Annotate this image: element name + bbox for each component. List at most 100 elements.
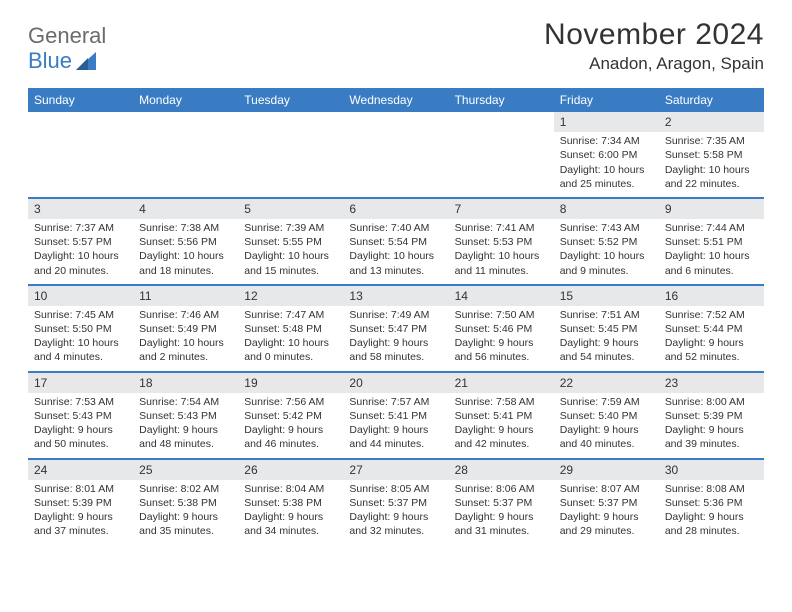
sunset-text: Sunset: 5:47 PM	[349, 322, 442, 336]
calendar-cell: 29Sunrise: 8:07 AMSunset: 5:37 PMDayligh…	[554, 460, 659, 545]
sunset-text: Sunset: 5:54 PM	[349, 235, 442, 249]
daylight-text: Daylight: 9 hours and 58 minutes.	[349, 336, 442, 364]
sunset-text: Sunset: 5:41 PM	[455, 409, 548, 423]
page-title: November 2024	[544, 18, 764, 52]
sunrise-text: Sunrise: 7:37 AM	[34, 221, 127, 235]
sunset-text: Sunset: 5:56 PM	[139, 235, 232, 249]
calendar-cell: 28Sunrise: 8:06 AMSunset: 5:37 PMDayligh…	[449, 460, 554, 545]
sunset-text: Sunset: 5:41 PM	[349, 409, 442, 423]
title-block: November 2024 Anadon, Aragon, Spain	[544, 18, 764, 74]
sunset-text: Sunset: 5:39 PM	[34, 496, 127, 510]
dayhead-tue: Tuesday	[238, 88, 343, 112]
daylight-text: Daylight: 9 hours and 35 minutes.	[139, 510, 232, 538]
calendar-cell: 8Sunrise: 7:43 AMSunset: 5:52 PMDaylight…	[554, 199, 659, 284]
sunset-text: Sunset: 5:38 PM	[139, 496, 232, 510]
day-data: Sunrise: 7:37 AMSunset: 5:57 PMDaylight:…	[28, 219, 133, 284]
day-number	[343, 112, 448, 132]
calendar-cell: 15Sunrise: 7:51 AMSunset: 5:45 PMDayligh…	[554, 286, 659, 371]
sunrise-text: Sunrise: 7:38 AM	[139, 221, 232, 235]
calendar-cell: 20Sunrise: 7:57 AMSunset: 5:41 PMDayligh…	[343, 373, 448, 458]
calendar-cell: 19Sunrise: 7:56 AMSunset: 5:42 PMDayligh…	[238, 373, 343, 458]
daylight-text: Daylight: 10 hours and 13 minutes.	[349, 249, 442, 277]
sunrise-text: Sunrise: 7:43 AM	[560, 221, 653, 235]
calendar-cell: 7Sunrise: 7:41 AMSunset: 5:53 PMDaylight…	[449, 199, 554, 284]
daylight-text: Daylight: 10 hours and 6 minutes.	[665, 249, 758, 277]
day-data: Sunrise: 7:44 AMSunset: 5:51 PMDaylight:…	[659, 219, 764, 284]
sunrise-text: Sunrise: 8:08 AM	[665, 482, 758, 496]
calendar-week: 1Sunrise: 7:34 AMSunset: 6:00 PMDaylight…	[28, 112, 764, 197]
day-data: Sunrise: 8:06 AMSunset: 5:37 PMDaylight:…	[449, 480, 554, 545]
day-number: 26	[238, 460, 343, 480]
sunrise-text: Sunrise: 7:41 AM	[455, 221, 548, 235]
day-data: Sunrise: 7:50 AMSunset: 5:46 PMDaylight:…	[449, 306, 554, 371]
logo-text-bottom: Blue	[28, 49, 72, 72]
daylight-text: Daylight: 9 hours and 46 minutes.	[244, 423, 337, 451]
calendar-cell: 10Sunrise: 7:45 AMSunset: 5:50 PMDayligh…	[28, 286, 133, 371]
daylight-text: Daylight: 10 hours and 4 minutes.	[34, 336, 127, 364]
day-data: Sunrise: 7:46 AMSunset: 5:49 PMDaylight:…	[133, 306, 238, 371]
calendar-cell: 1Sunrise: 7:34 AMSunset: 6:00 PMDaylight…	[554, 112, 659, 197]
calendar-cell: 30Sunrise: 8:08 AMSunset: 5:36 PMDayligh…	[659, 460, 764, 545]
sunrise-text: Sunrise: 8:02 AM	[139, 482, 232, 496]
day-number	[238, 112, 343, 132]
sunrise-text: Sunrise: 7:34 AM	[560, 134, 653, 148]
daylight-text: Daylight: 9 hours and 28 minutes.	[665, 510, 758, 538]
calendar-cell	[28, 112, 133, 197]
daylight-text: Daylight: 10 hours and 9 minutes.	[560, 249, 653, 277]
sunset-text: Sunset: 5:51 PM	[665, 235, 758, 249]
calendar: Sunday Monday Tuesday Wednesday Thursday…	[28, 88, 764, 544]
dayhead-fri: Friday	[554, 88, 659, 112]
dayhead-wed: Wednesday	[343, 88, 448, 112]
daylight-text: Daylight: 9 hours and 37 minutes.	[34, 510, 127, 538]
sunset-text: Sunset: 5:57 PM	[34, 235, 127, 249]
calendar-week: 17Sunrise: 7:53 AMSunset: 5:43 PMDayligh…	[28, 371, 764, 458]
sunset-text: Sunset: 5:37 PM	[455, 496, 548, 510]
sunrise-text: Sunrise: 7:45 AM	[34, 308, 127, 322]
day-data: Sunrise: 8:07 AMSunset: 5:37 PMDaylight:…	[554, 480, 659, 545]
daylight-text: Daylight: 9 hours and 54 minutes.	[560, 336, 653, 364]
sunset-text: Sunset: 5:44 PM	[665, 322, 758, 336]
sunrise-text: Sunrise: 7:47 AM	[244, 308, 337, 322]
daylight-text: Daylight: 9 hours and 34 minutes.	[244, 510, 337, 538]
day-number: 9	[659, 199, 764, 219]
daylight-text: Daylight: 9 hours and 44 minutes.	[349, 423, 442, 451]
day-data: Sunrise: 7:38 AMSunset: 5:56 PMDaylight:…	[133, 219, 238, 284]
day-data: Sunrise: 7:43 AMSunset: 5:52 PMDaylight:…	[554, 219, 659, 284]
sunrise-text: Sunrise: 8:04 AM	[244, 482, 337, 496]
sunrise-text: Sunrise: 7:51 AM	[560, 308, 653, 322]
daylight-text: Daylight: 9 hours and 39 minutes.	[665, 423, 758, 451]
sunrise-text: Sunrise: 7:53 AM	[34, 395, 127, 409]
daylight-text: Daylight: 10 hours and 0 minutes.	[244, 336, 337, 364]
day-number: 1	[554, 112, 659, 132]
daylight-text: Daylight: 9 hours and 40 minutes.	[560, 423, 653, 451]
calendar-cell: 5Sunrise: 7:39 AMSunset: 5:55 PMDaylight…	[238, 199, 343, 284]
calendar-cell	[343, 112, 448, 197]
sunrise-text: Sunrise: 8:07 AM	[560, 482, 653, 496]
day-number	[133, 112, 238, 132]
sunset-text: Sunset: 5:42 PM	[244, 409, 337, 423]
sunrise-text: Sunrise: 7:35 AM	[665, 134, 758, 148]
calendar-cell: 3Sunrise: 7:37 AMSunset: 5:57 PMDaylight…	[28, 199, 133, 284]
calendar-cell: 11Sunrise: 7:46 AMSunset: 5:49 PMDayligh…	[133, 286, 238, 371]
sunrise-text: Sunrise: 7:56 AM	[244, 395, 337, 409]
daylight-text: Daylight: 10 hours and 20 minutes.	[34, 249, 127, 277]
day-data: Sunrise: 7:53 AMSunset: 5:43 PMDaylight:…	[28, 393, 133, 458]
day-number: 3	[28, 199, 133, 219]
day-data	[343, 132, 448, 190]
day-number: 22	[554, 373, 659, 393]
daylight-text: Daylight: 10 hours and 22 minutes.	[665, 163, 758, 191]
daylight-text: Daylight: 9 hours and 32 minutes.	[349, 510, 442, 538]
calendar-cell	[449, 112, 554, 197]
day-number: 8	[554, 199, 659, 219]
day-data: Sunrise: 7:34 AMSunset: 6:00 PMDaylight:…	[554, 132, 659, 197]
sunrise-text: Sunrise: 7:49 AM	[349, 308, 442, 322]
day-number: 6	[343, 199, 448, 219]
sunrise-text: Sunrise: 7:40 AM	[349, 221, 442, 235]
day-data: Sunrise: 8:01 AMSunset: 5:39 PMDaylight:…	[28, 480, 133, 545]
sunset-text: Sunset: 5:39 PM	[665, 409, 758, 423]
day-number	[28, 112, 133, 132]
sunrise-text: Sunrise: 7:52 AM	[665, 308, 758, 322]
dayhead-mon: Monday	[133, 88, 238, 112]
daylight-text: Daylight: 9 hours and 50 minutes.	[34, 423, 127, 451]
sunset-text: Sunset: 5:45 PM	[560, 322, 653, 336]
